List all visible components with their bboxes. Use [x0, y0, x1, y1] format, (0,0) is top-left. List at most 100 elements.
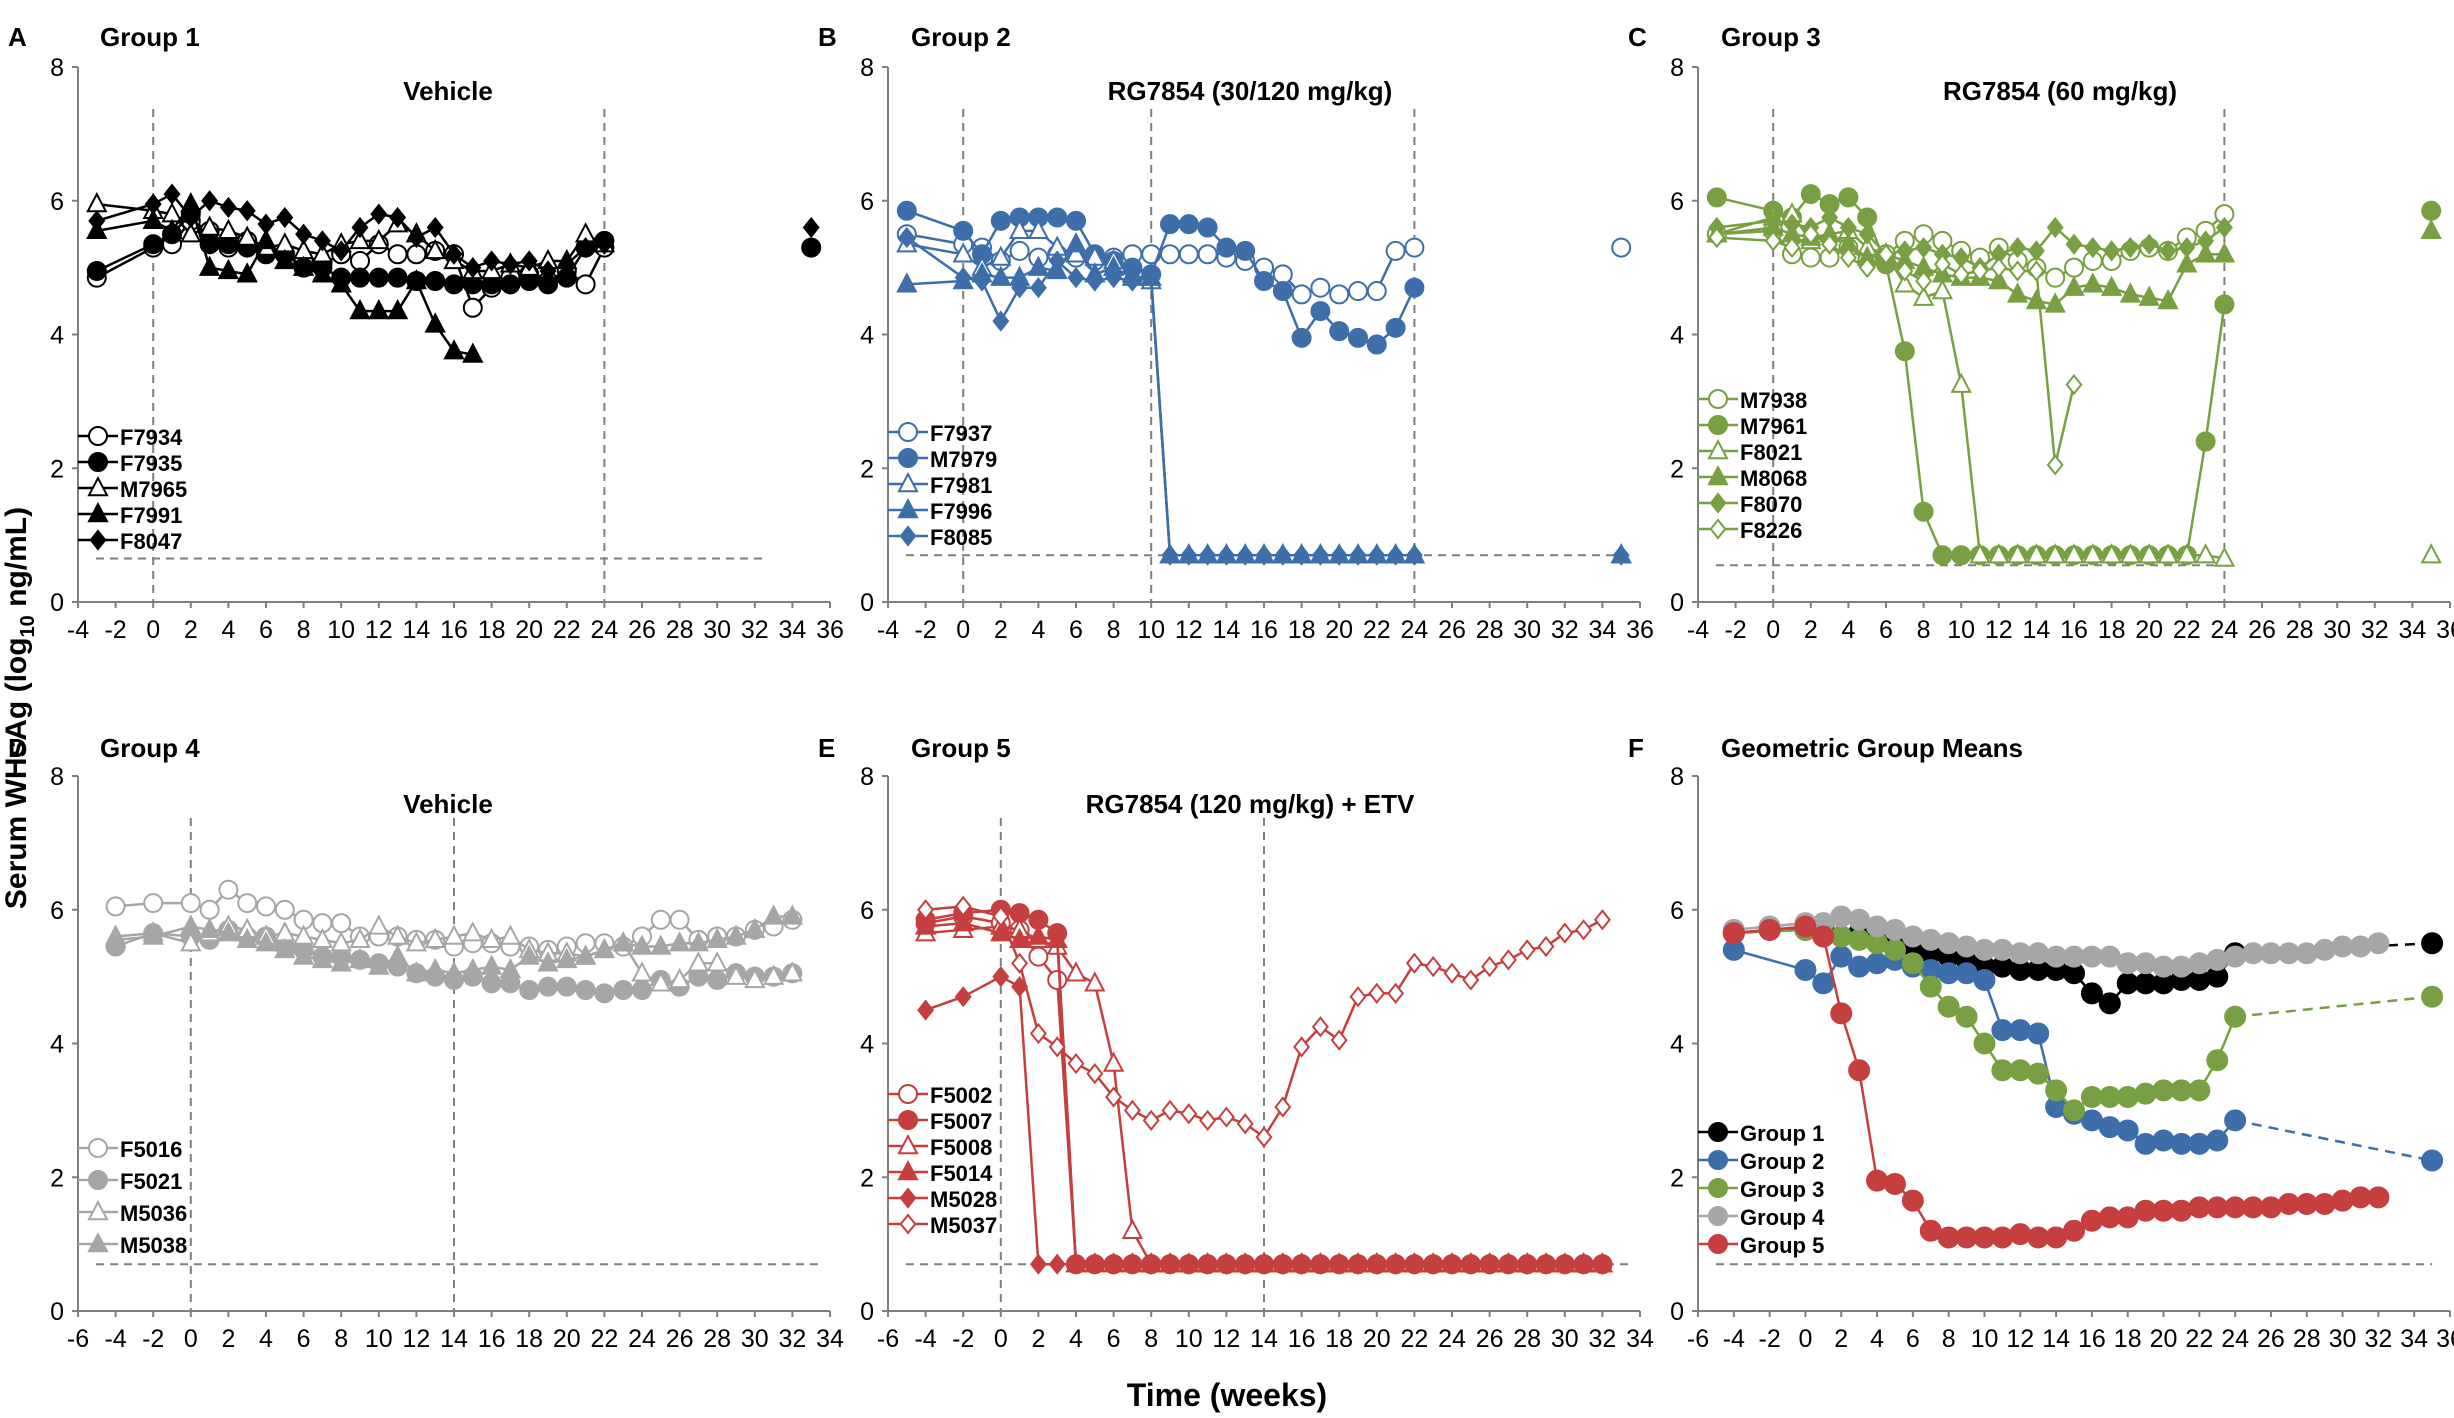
- x-tick-label: 0: [184, 1325, 198, 1353]
- y-tick-label: 6: [50, 188, 64, 216]
- x-tick-label: 36: [1626, 616, 1654, 644]
- x-tick-label: 22: [590, 1325, 618, 1353]
- data-point: [2009, 1223, 2032, 1246]
- data-point: [952, 911, 974, 932]
- data-point: [462, 297, 483, 318]
- data-point: [257, 213, 275, 235]
- data-point: [707, 969, 728, 990]
- panel-group-title: Group 4: [100, 733, 200, 763]
- data-point: [1029, 1253, 1047, 1275]
- y-tick-label: 0: [50, 589, 64, 617]
- data-point: [1991, 1226, 2014, 1249]
- y-tick-label: 6: [1670, 188, 1684, 216]
- legend-label: Group 3: [1740, 1177, 1824, 1202]
- data-point: [1499, 1253, 1517, 1275]
- x-tick-label: 22: [1363, 616, 1391, 644]
- x-tick-label: 24: [2210, 616, 2238, 644]
- data-point: [1481, 955, 1499, 978]
- panel-letter: A: [8, 22, 27, 52]
- x-tick-label: 14: [1212, 616, 1240, 644]
- data-point: [443, 961, 465, 982]
- data-point: [1178, 244, 1199, 265]
- x-tick-label: 14: [2022, 616, 2050, 644]
- data-point: [1821, 206, 1839, 229]
- data-point: [1758, 918, 1781, 941]
- data-point: [1217, 544, 1235, 566]
- data-point: [425, 271, 446, 291]
- data-point: [2224, 1109, 2247, 1132]
- data-point: [2080, 982, 2103, 1005]
- data-point: [163, 183, 181, 205]
- data-point: [1387, 1253, 1405, 1275]
- y-tick-label: 4: [50, 1031, 64, 1059]
- data-point: [2098, 1116, 2121, 1139]
- data-point: [236, 927, 258, 949]
- data-point: [1848, 955, 1871, 978]
- data-point: [2009, 1059, 2032, 1082]
- data-point: [744, 917, 766, 939]
- x-tick-label: 6: [1069, 616, 1083, 644]
- data-point: [1404, 237, 1425, 258]
- legend-marker: [897, 1133, 919, 1155]
- legend-marker: [1708, 1178, 1728, 1198]
- data-point: [1973, 1032, 1996, 1055]
- data-point: [1236, 1253, 1254, 1275]
- data-point: [480, 954, 503, 975]
- legend-label: M7965: [120, 477, 187, 502]
- x-tick-label: 6: [259, 616, 273, 644]
- x-tick-label: 6: [297, 1325, 311, 1353]
- legend-label: F5008: [930, 1135, 992, 1160]
- data-point: [2134, 1132, 2157, 1155]
- panel-letter: B: [818, 22, 837, 52]
- data-point: [143, 893, 164, 914]
- data-point: [2313, 1193, 2336, 1215]
- data-point: [2206, 1129, 2229, 1152]
- legend-label: F7934: [120, 425, 183, 450]
- data-point: [331, 913, 352, 934]
- panel-letter: C: [1628, 22, 1647, 52]
- data-point: [952, 242, 974, 263]
- x-tick-label: 22: [553, 616, 581, 644]
- legend-marker: [898, 448, 918, 468]
- data-point: [593, 937, 616, 959]
- data-point: [198, 215, 221, 236]
- data-point: [1424, 955, 1442, 978]
- data-point: [1800, 184, 1821, 205]
- data-point: [499, 957, 522, 979]
- x-tick-label: 0: [1766, 616, 1780, 644]
- data-point: [2063, 275, 2085, 296]
- data-point: [1330, 1253, 1348, 1275]
- data-point: [539, 260, 557, 282]
- y-axis-label-prefix: Serum WHsAg (log: [0, 637, 33, 909]
- data-point: [405, 931, 428, 952]
- x-tick-label: 20: [2135, 616, 2163, 644]
- x-tick-label: 24: [1400, 616, 1428, 644]
- data-point: [2100, 275, 2123, 296]
- data-point: [387, 244, 408, 265]
- y-tick-label: 6: [860, 188, 874, 216]
- data-point: [198, 255, 221, 276]
- data-point: [330, 931, 352, 952]
- legend-label: Group 4: [1740, 1205, 1825, 1230]
- data-point: [180, 914, 202, 935]
- data-point: [1866, 1169, 1889, 1192]
- series-line-followup: [2234, 1119, 2433, 1162]
- data-point: [368, 914, 390, 935]
- data-point: [2116, 1086, 2139, 1108]
- data-point: [1931, 278, 1954, 300]
- panel-letter: E: [818, 733, 835, 763]
- data-point: [1537, 1253, 1555, 1275]
- data-point: [483, 250, 501, 272]
- data-point: [1764, 230, 1782, 252]
- legend-label: F8047: [120, 529, 182, 554]
- series-f8085: [898, 226, 1630, 566]
- data-point: [2188, 1079, 2211, 1102]
- data-point: [518, 944, 540, 965]
- data-point: [896, 272, 918, 293]
- x-tick-label: 20: [1325, 616, 1353, 644]
- x-tick-label: 32: [2361, 616, 2389, 644]
